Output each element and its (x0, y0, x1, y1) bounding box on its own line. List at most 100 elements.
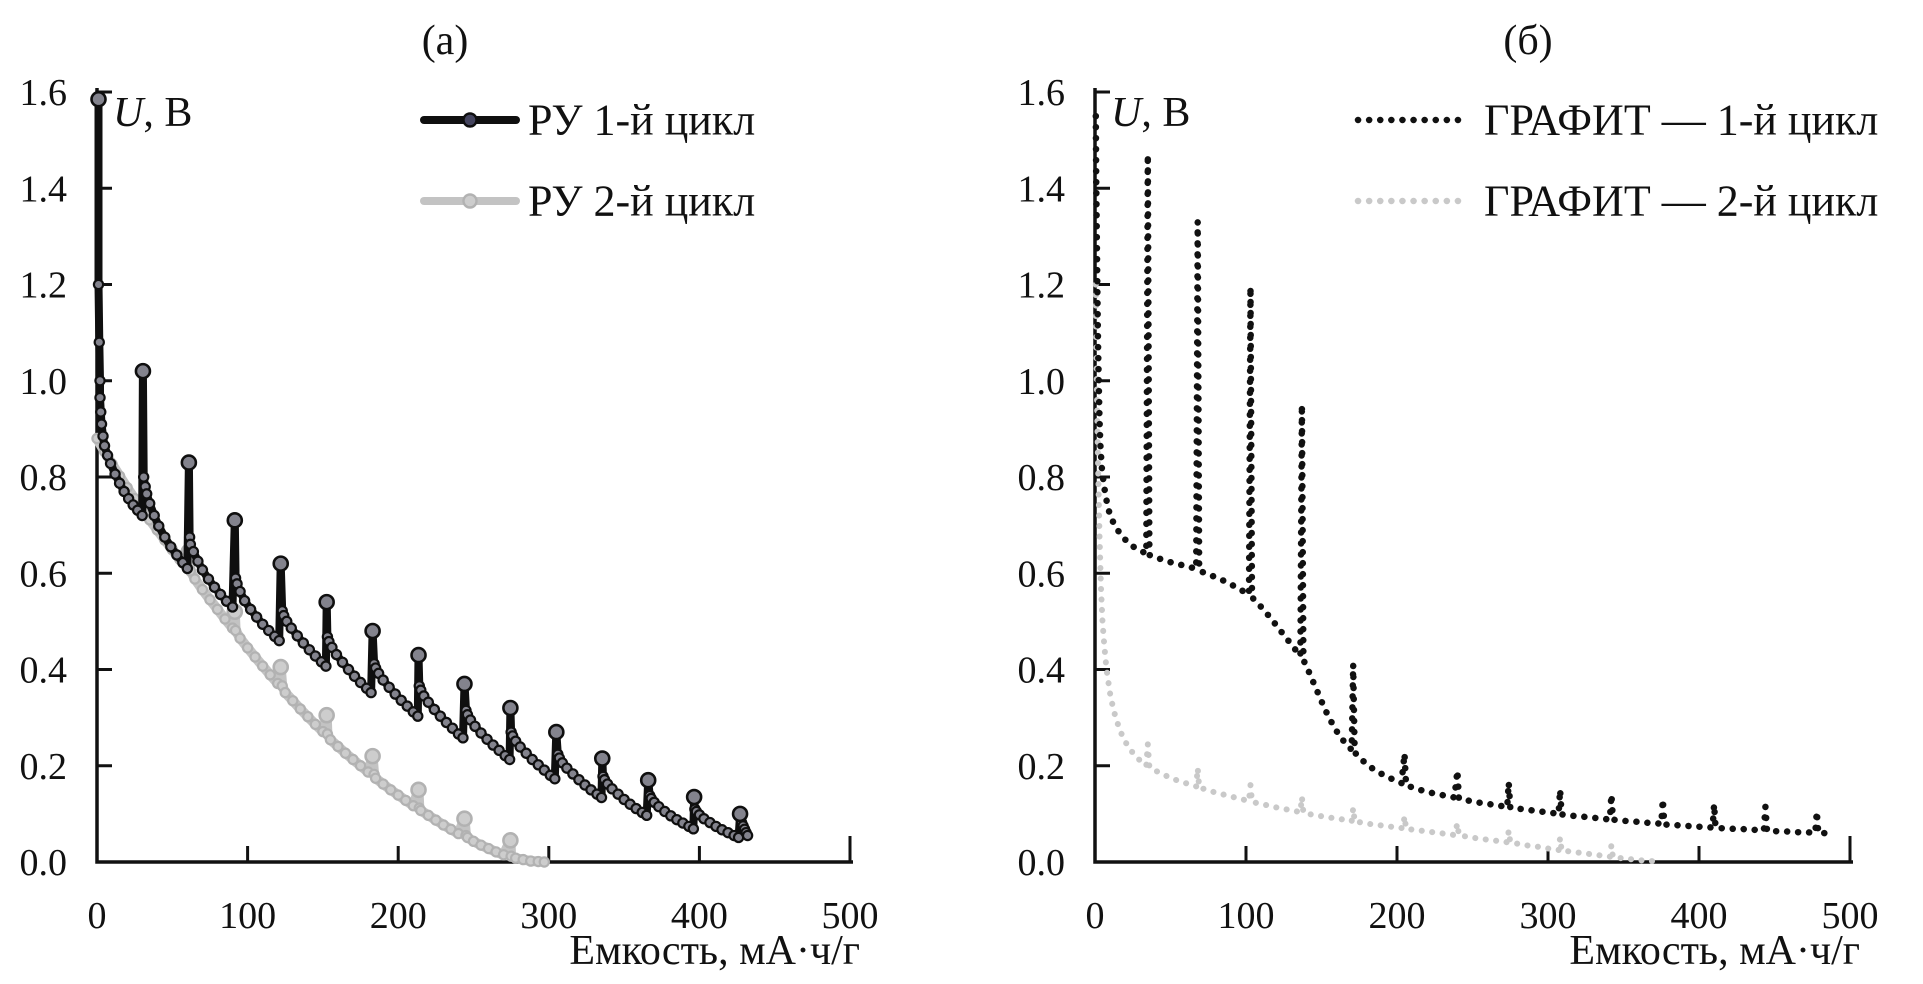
y-axis-label: U, В (113, 90, 192, 136)
data-point (187, 545, 200, 558)
legend-label: ГРАФИТ — 2-й цикл (1484, 177, 1878, 226)
y-tick-label-1.2: 1.2 (1018, 265, 1066, 307)
data-point (238, 594, 251, 607)
data-point (140, 488, 153, 500)
data-point (202, 573, 215, 585)
y-tick-label-0.4: 0.4 (20, 650, 68, 692)
panel-title-a: (а) (422, 18, 469, 64)
data-point (192, 555, 204, 567)
peak-point (685, 788, 703, 806)
data-point (95, 406, 107, 418)
data-point (336, 656, 349, 668)
y-tick-label-0.2: 0.2 (20, 746, 68, 788)
data-point (208, 581, 221, 593)
x-tick-label-200: 200 (370, 895, 427, 937)
data-point (92, 278, 105, 291)
peak-point (272, 658, 290, 676)
y-tick-label-0.4: 0.4 (1018, 650, 1066, 692)
series-path-ГРАФИТ — 2-й цикл (1092, 281, 1665, 865)
data-point (244, 603, 257, 616)
x-axis-label: Емкость, мА·ч/г (569, 928, 860, 974)
data-point (285, 622, 297, 634)
data-point (153, 520, 165, 532)
peak-point (364, 747, 381, 765)
data-point (595, 791, 608, 804)
data-point (196, 583, 209, 596)
data-point (469, 720, 481, 732)
peak-point (318, 706, 335, 724)
y-tick-label-0.8: 0.8 (1018, 457, 1066, 499)
y-tick-label-1.0: 1.0 (20, 361, 68, 403)
peak-point (134, 362, 152, 380)
data-point (549, 773, 561, 785)
data-point (291, 630, 303, 642)
data-point (503, 753, 516, 766)
data-point (354, 760, 367, 772)
data-point (422, 696, 435, 708)
x-tick-label-500: 500 (822, 895, 879, 937)
panel-a: (а) 0.0 0.2 0.4 0.6 0.8 1.0 1.2 1.4 1.6 0 100 200 300… (20, 18, 879, 974)
data-point (97, 430, 109, 442)
x-tick-label-300: 300 (1520, 895, 1577, 937)
data-point (241, 642, 254, 654)
y-tick-label-1.6: 1.6 (1018, 72, 1066, 114)
data-point (214, 588, 227, 601)
data-point (538, 856, 550, 868)
x-tick-label-0: 0 (1086, 895, 1105, 937)
peak-point (180, 454, 198, 471)
peak-point (502, 832, 519, 849)
data-point (294, 703, 307, 715)
legend-item-ГРАФИТ — 1-й цикл: ГРАФИТ — 1-й цикл (1354, 96, 1878, 145)
data-point (204, 594, 216, 606)
series-path-РУ 2-й цикл (92, 433, 550, 867)
data-point (339, 747, 352, 759)
legend-label: РУ 1-й цикл (528, 96, 755, 145)
data-point (324, 734, 337, 746)
data-point (365, 686, 377, 699)
data-point (302, 710, 314, 723)
y-tick-label-0.8: 0.8 (20, 457, 68, 499)
y-tick-label-1.4: 1.4 (1018, 168, 1066, 210)
data-point (383, 681, 395, 694)
data-point (264, 669, 276, 681)
data-point (165, 541, 177, 553)
data-point (249, 651, 261, 663)
x-tick-label-500: 500 (1822, 895, 1879, 937)
data-point (279, 686, 291, 699)
data-point (226, 601, 239, 613)
data-point (332, 740, 344, 753)
peak-point (731, 805, 749, 823)
data-point (144, 497, 156, 510)
x-tick-label-0: 0 (88, 895, 107, 937)
x-tick-label-400: 400 (1671, 895, 1728, 937)
data-point (377, 674, 389, 686)
peak-point (593, 750, 611, 767)
data-point (640, 809, 653, 822)
data-point (109, 468, 121, 480)
legend-item-РУ 2-й цикл: РУ 2-й цикл (420, 177, 755, 226)
peak-point (318, 593, 335, 611)
peak-point (456, 675, 473, 693)
peak-point (272, 555, 290, 572)
data-point (148, 509, 160, 522)
data-point (457, 732, 469, 744)
y-tick-label-1.6: 1.6 (20, 72, 68, 114)
legend-label: ГРАФИТ — 1-й цикл (1484, 96, 1878, 145)
x-tick-label-200: 200 (1369, 895, 1426, 937)
data-point (309, 718, 322, 731)
x-tick-label-100: 100 (219, 895, 276, 937)
x-tick-label-100: 100 (1218, 895, 1275, 937)
y-tick-label-0.0: 0.0 (1018, 842, 1066, 884)
data-point (287, 695, 299, 707)
peak-point (639, 771, 657, 789)
peak-point (364, 622, 381, 640)
y-tick-label-1.2: 1.2 (20, 265, 68, 307)
data-point (219, 613, 231, 625)
data-point (159, 531, 171, 543)
data-point (741, 829, 754, 842)
data-point (256, 660, 269, 672)
y-axis-label: U, В (1111, 90, 1190, 136)
peak-point (90, 90, 107, 108)
